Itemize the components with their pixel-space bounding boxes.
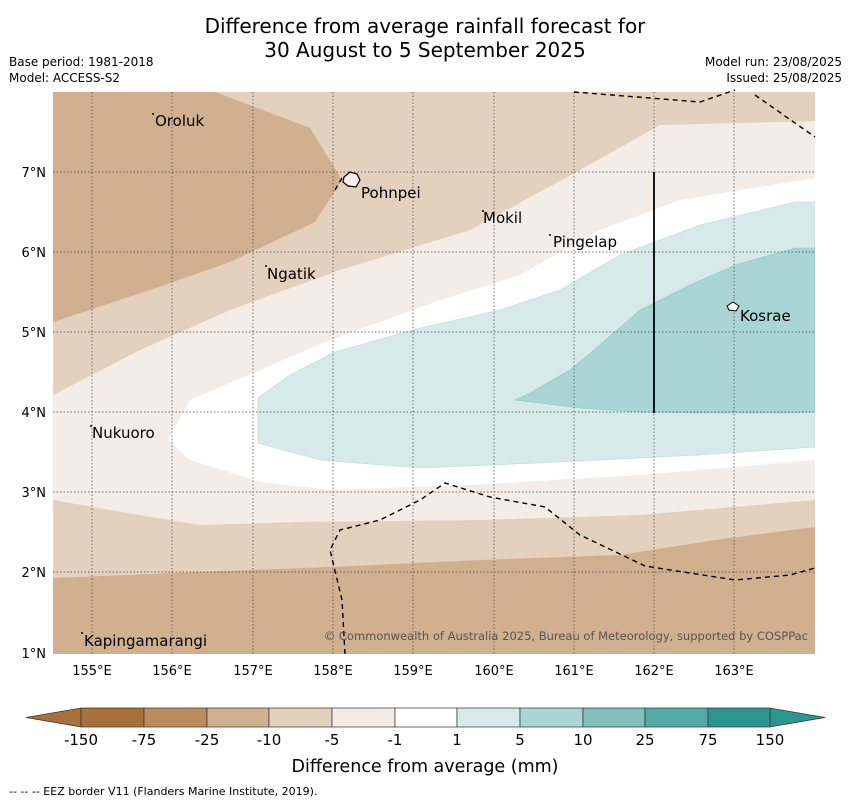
colorbar-right-extension bbox=[769, 707, 826, 728]
colorbar-label: 75 bbox=[698, 731, 717, 749]
colorbar-bin bbox=[644, 707, 709, 728]
issued-date: Issued: 25/08/2025 bbox=[726, 71, 842, 85]
lon-tick-162: 162°E bbox=[634, 664, 674, 679]
lon-tick-163: 163°E bbox=[714, 664, 754, 679]
colorbar-label: -1 bbox=[388, 731, 403, 749]
colorbar-label: 150 bbox=[756, 731, 785, 749]
kosrae-island-shape bbox=[726, 301, 740, 312]
model-name: Model: ACCESS-S2 bbox=[9, 71, 121, 85]
colorbar-bin bbox=[331, 707, 396, 728]
colorbar-label: -5 bbox=[325, 731, 340, 749]
colorbar-label: 5 bbox=[515, 731, 525, 749]
lon-tick-158: 158°E bbox=[313, 664, 353, 679]
label-pohnpei: Pohnpei bbox=[361, 184, 421, 202]
colorbar-label: -10 bbox=[257, 731, 282, 749]
map-title-line1: Difference from average rainfall forecas… bbox=[204, 14, 646, 38]
lon-tick-155: 155°E bbox=[72, 664, 112, 679]
eez-footnote: -- -- -- EEZ border V11 (Flanders Marine… bbox=[9, 785, 318, 798]
colorbar-bin bbox=[582, 707, 646, 728]
label-oroluk: Oroluk bbox=[155, 112, 204, 130]
lon-tick-156: 156°E bbox=[152, 664, 192, 679]
lat-tick-4: 4°N bbox=[22, 406, 47, 421]
colorbar bbox=[25, 707, 826, 728]
colorbar-label: -75 bbox=[132, 731, 157, 749]
pohnpei-island-shape bbox=[342, 171, 361, 188]
label-kapingamarangi: Kapingamarangi bbox=[84, 632, 207, 650]
colorbar-title: Difference from average (mm) bbox=[291, 757, 558, 777]
contour-fill-layer bbox=[53, 92, 815, 654]
model-run: Model run: 23/08/2025 bbox=[704, 55, 842, 69]
base-period: Base period: 1981-2018 bbox=[9, 55, 154, 69]
colorbar-bin bbox=[80, 707, 145, 728]
lat-tick-5: 5°N bbox=[22, 326, 47, 341]
contour-dry-northwest bbox=[53, 92, 342, 322]
label-ngatik: Ngatik bbox=[267, 265, 316, 283]
lon-tick-161: 161°E bbox=[554, 664, 594, 679]
lat-tick-3: 3°N bbox=[22, 486, 47, 501]
colorbar-label: 10 bbox=[573, 731, 592, 749]
contour-dry-south bbox=[53, 527, 815, 654]
colorbar-bin bbox=[268, 707, 333, 728]
colorbar-label: 25 bbox=[635, 731, 654, 749]
colorbar-bin bbox=[394, 707, 458, 728]
colorbar-bin bbox=[456, 707, 521, 728]
label-nukuoro: Nukuoro bbox=[92, 424, 155, 442]
colorbar-bin bbox=[143, 707, 208, 728]
colorbar-label: -25 bbox=[195, 731, 220, 749]
colorbar-bin bbox=[206, 707, 270, 728]
label-kosrae: Kosrae bbox=[740, 307, 791, 325]
map-title-line2: 30 August to 5 September 2025 bbox=[264, 38, 586, 62]
colorbar-label: -150 bbox=[64, 731, 98, 749]
label-mokil: Mokil bbox=[483, 209, 522, 227]
lat-tick-7: 7°N bbox=[22, 166, 47, 181]
lat-tick-2: 2°N bbox=[22, 566, 47, 581]
atoll-markers bbox=[81, 113, 551, 634]
colorbar-bin bbox=[519, 707, 584, 728]
lon-tick-157: 157°E bbox=[233, 664, 273, 679]
colorbar-label: 1 bbox=[452, 731, 462, 749]
lon-tick-160: 160°E bbox=[474, 664, 514, 679]
lat-tick-1: 1°N bbox=[22, 647, 47, 662]
colorbar-left-extension bbox=[25, 707, 82, 728]
copyright-notice: © Commonwealth of Australia 2025, Bureau… bbox=[324, 629, 808, 643]
lon-tick-159: 159°E bbox=[393, 664, 433, 679]
lat-tick-6: 6°N bbox=[22, 246, 47, 261]
colorbar-bin bbox=[707, 707, 771, 728]
label-pingelap: Pingelap bbox=[553, 233, 617, 251]
eez-border bbox=[329, 89, 816, 655]
